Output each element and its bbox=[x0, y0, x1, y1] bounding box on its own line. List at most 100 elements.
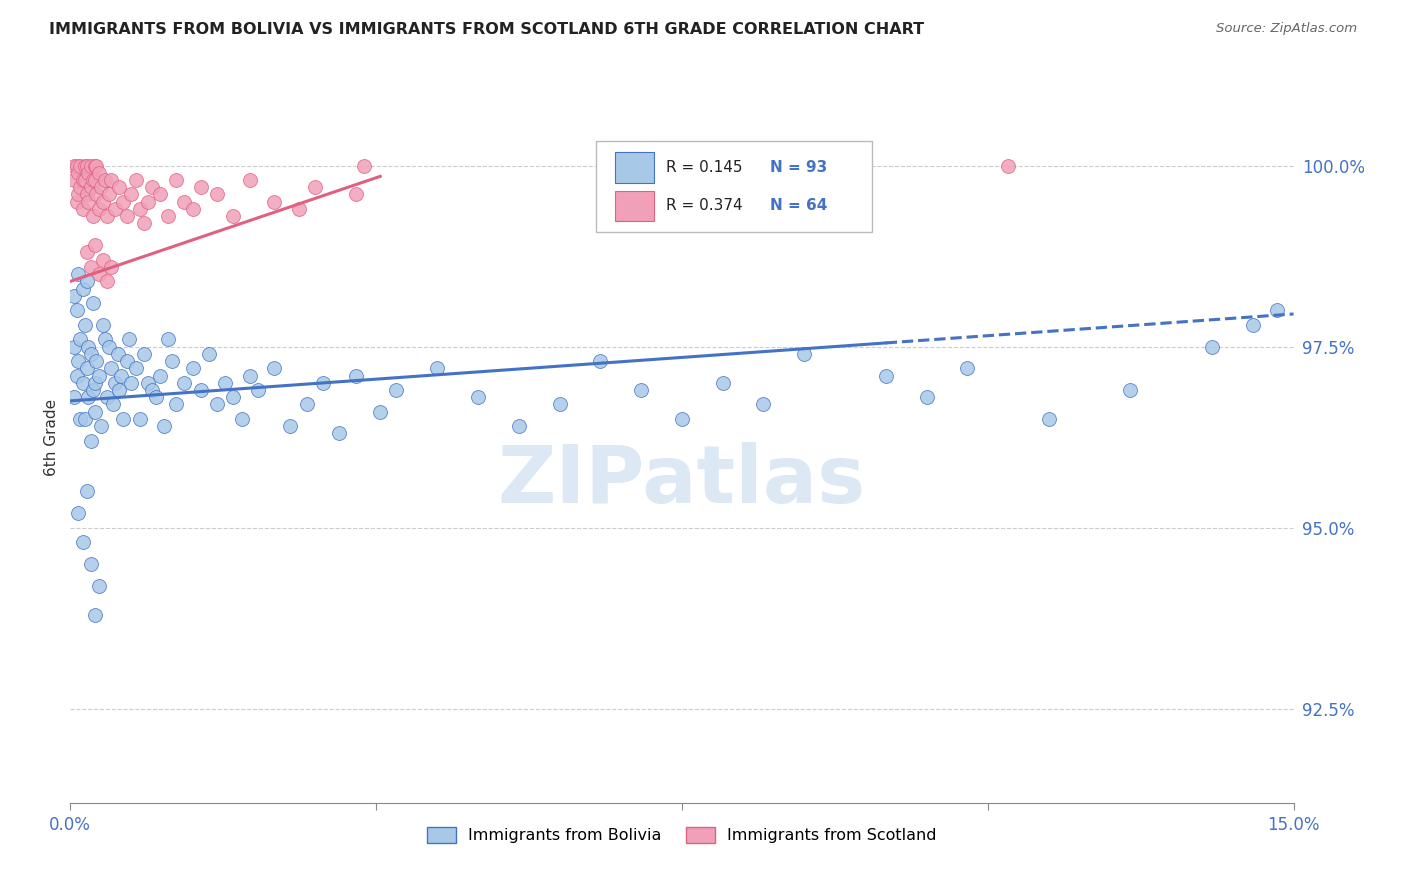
Point bbox=[66, 159, 89, 173]
Point bbox=[263, 361, 285, 376]
Point bbox=[128, 202, 150, 216]
Point bbox=[79, 159, 103, 173]
Point bbox=[222, 209, 245, 223]
Point bbox=[83, 173, 105, 187]
Point bbox=[67, 187, 90, 202]
Point bbox=[90, 419, 112, 434]
Point bbox=[76, 245, 98, 260]
Point bbox=[66, 303, 89, 318]
Point bbox=[132, 347, 155, 361]
Point bbox=[93, 332, 115, 346]
Point bbox=[73, 173, 96, 187]
Point bbox=[87, 368, 110, 383]
Point bbox=[915, 390, 938, 404]
Point bbox=[87, 202, 110, 216]
Point bbox=[173, 194, 195, 209]
Point bbox=[87, 166, 110, 180]
Text: R = 0.374: R = 0.374 bbox=[666, 198, 742, 213]
Point bbox=[63, 173, 86, 187]
Point bbox=[162, 354, 183, 368]
Point bbox=[77, 166, 100, 180]
Point bbox=[101, 397, 124, 411]
Point bbox=[1119, 383, 1142, 397]
Point bbox=[100, 260, 122, 274]
Point bbox=[149, 368, 172, 383]
Point bbox=[112, 194, 135, 209]
Point bbox=[173, 376, 195, 390]
Point bbox=[77, 194, 100, 209]
Point bbox=[956, 361, 979, 376]
Point bbox=[100, 173, 122, 187]
Point bbox=[711, 376, 734, 390]
Text: Source: ZipAtlas.com: Source: ZipAtlas.com bbox=[1216, 22, 1357, 36]
Point bbox=[128, 412, 150, 426]
Point bbox=[69, 159, 91, 173]
Point bbox=[63, 159, 86, 173]
Point bbox=[100, 361, 122, 376]
Point bbox=[66, 194, 89, 209]
Point bbox=[231, 412, 253, 426]
Point bbox=[108, 180, 131, 194]
Point bbox=[312, 376, 335, 390]
Point bbox=[287, 202, 309, 216]
Point bbox=[83, 376, 105, 390]
Point bbox=[91, 252, 114, 267]
Point bbox=[136, 376, 159, 390]
Point bbox=[190, 383, 212, 397]
Text: N = 64: N = 64 bbox=[770, 198, 827, 213]
Point bbox=[136, 194, 159, 209]
Point bbox=[96, 274, 118, 288]
Point bbox=[63, 390, 86, 404]
Point bbox=[793, 347, 815, 361]
Point bbox=[117, 354, 139, 368]
Point bbox=[76, 484, 98, 499]
Text: 0.0%: 0.0% bbox=[49, 816, 91, 834]
Point bbox=[548, 397, 571, 411]
Text: IMMIGRANTS FROM BOLIVIA VS IMMIGRANTS FROM SCOTLAND 6TH GRADE CORRELATION CHART: IMMIGRANTS FROM BOLIVIA VS IMMIGRANTS FR… bbox=[49, 22, 924, 37]
Point bbox=[165, 397, 187, 411]
Point bbox=[104, 202, 127, 216]
Point bbox=[304, 180, 326, 194]
Point bbox=[1201, 340, 1223, 354]
Point bbox=[77, 390, 100, 404]
Point bbox=[73, 318, 96, 332]
Point bbox=[76, 361, 98, 376]
Point bbox=[141, 383, 163, 397]
Point bbox=[190, 180, 212, 194]
Text: N = 93: N = 93 bbox=[770, 160, 827, 175]
Point bbox=[86, 354, 108, 368]
Point bbox=[124, 361, 146, 376]
Point bbox=[368, 405, 391, 419]
Point bbox=[87, 578, 110, 592]
Point bbox=[671, 412, 693, 426]
Point bbox=[72, 376, 94, 390]
Point bbox=[86, 187, 108, 202]
Point bbox=[72, 173, 94, 187]
Point bbox=[73, 412, 96, 426]
Point bbox=[79, 180, 103, 194]
Point bbox=[121, 187, 143, 202]
Point bbox=[181, 361, 204, 376]
FancyBboxPatch shape bbox=[614, 191, 654, 221]
Y-axis label: 6th Grade: 6th Grade bbox=[44, 399, 59, 475]
Point bbox=[157, 332, 180, 346]
Point bbox=[752, 397, 775, 411]
Point bbox=[157, 209, 180, 223]
Point bbox=[98, 340, 121, 354]
Point bbox=[96, 209, 118, 223]
Point bbox=[91, 194, 114, 209]
Point bbox=[141, 180, 163, 194]
FancyBboxPatch shape bbox=[614, 152, 654, 183]
Point bbox=[246, 383, 269, 397]
Point bbox=[67, 166, 90, 180]
Point bbox=[93, 173, 115, 187]
Point bbox=[117, 209, 139, 223]
Point bbox=[91, 318, 114, 332]
Point bbox=[205, 187, 228, 202]
Text: ZIPatlas: ZIPatlas bbox=[498, 442, 866, 520]
Point bbox=[263, 194, 285, 209]
Point bbox=[118, 332, 141, 346]
Point bbox=[467, 390, 489, 404]
Point bbox=[63, 289, 86, 303]
Point bbox=[145, 390, 167, 404]
